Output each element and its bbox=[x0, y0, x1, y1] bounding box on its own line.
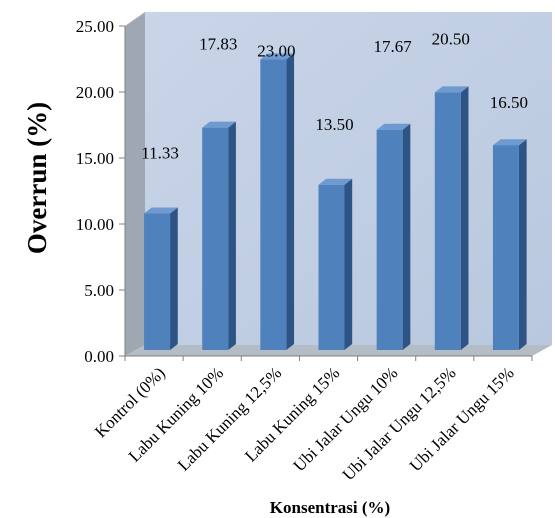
y-tick-label: 10.00 bbox=[76, 215, 114, 234]
bar-top bbox=[144, 207, 178, 214]
bar-top bbox=[202, 121, 236, 128]
x-axis-ticks: Kontrol (0%)Labu Kuning 10%Labu Kuning 1… bbox=[91, 356, 533, 484]
bars bbox=[144, 53, 527, 351]
x-tick-label: Ubi Jalar Ungu 12,5% bbox=[339, 363, 460, 484]
bar-side bbox=[170, 207, 178, 350]
bar-top bbox=[318, 178, 353, 185]
bar-side bbox=[518, 139, 527, 350]
bar bbox=[202, 121, 236, 350]
bar-front bbox=[260, 59, 287, 351]
bar-top bbox=[492, 139, 527, 146]
bar-front bbox=[376, 129, 403, 350]
y-tick-label: 15.00 bbox=[76, 149, 114, 168]
data-label: 17.83 bbox=[199, 35, 237, 54]
bar-top bbox=[260, 53, 295, 60]
bar-front bbox=[144, 213, 171, 350]
data-label: 16.50 bbox=[490, 93, 528, 112]
bar-front bbox=[434, 92, 461, 351]
data-label: 11.33 bbox=[141, 143, 179, 162]
y-tick-label: 0.00 bbox=[84, 347, 114, 366]
data-label: 17.67 bbox=[374, 37, 413, 56]
bar bbox=[318, 178, 353, 350]
x-tick-label: Ubi Jalar Ungu 10% bbox=[290, 363, 402, 475]
data-label: 23.00 bbox=[257, 41, 295, 60]
x-tick-label: Labu Kuning 12,5% bbox=[174, 363, 285, 474]
y-tick-label: 25.00 bbox=[76, 17, 114, 36]
bar-side bbox=[402, 123, 411, 350]
bar-front bbox=[318, 184, 345, 350]
y-axis-ticks: 0.00 5.00 10.00 15.00 20.00 25.00 bbox=[76, 17, 125, 366]
y-tick-label: 5.00 bbox=[84, 281, 114, 300]
bar bbox=[260, 53, 295, 351]
bar bbox=[376, 123, 411, 350]
bar-front bbox=[492, 145, 519, 350]
x-tick-label: Ubi Jalar Ungu 15% bbox=[406, 363, 518, 475]
data-labels: 11.33 17.83 23.00 13.50 17.67 20.50 16.50 bbox=[141, 29, 528, 162]
bar-side bbox=[286, 53, 295, 351]
y-tick-label: 20.00 bbox=[76, 83, 114, 102]
side-wall bbox=[125, 12, 145, 356]
bar bbox=[434, 86, 469, 351]
bar-front bbox=[202, 127, 229, 350]
bar-top bbox=[376, 123, 411, 130]
y-axis-label: Overrun (%) bbox=[22, 102, 52, 254]
data-label: 20.50 bbox=[432, 29, 470, 48]
bar-side bbox=[344, 178, 353, 350]
bar bbox=[144, 207, 178, 350]
x-axis-label: Konsentrasi (%) bbox=[270, 498, 390, 517]
bar-side bbox=[460, 86, 469, 351]
bar-top bbox=[434, 86, 469, 93]
bar bbox=[492, 139, 527, 350]
data-label: 13.50 bbox=[315, 115, 353, 134]
bar-side bbox=[228, 121, 236, 350]
